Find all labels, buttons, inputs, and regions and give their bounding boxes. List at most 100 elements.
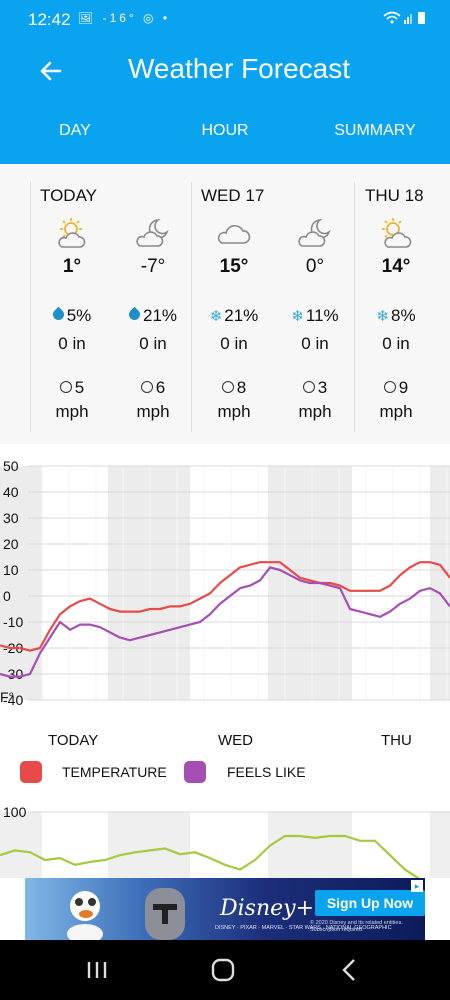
temperature: 1°	[62, 256, 82, 277]
y-tick-label: -30	[3, 666, 23, 682]
cloud-icon	[199, 216, 269, 250]
wind-speed: 5	[37, 378, 107, 398]
y-tick-label: 30	[3, 510, 19, 526]
wind-unit: mph	[55, 402, 89, 421]
wind-direction-icon	[59, 381, 72, 393]
recent-apps-icon	[87, 962, 107, 978]
wind-unit: mph	[136, 402, 170, 421]
sign-up-button[interactable]: Sign Up Now	[315, 890, 425, 916]
notification-icons: 🖼 -16° ◎ •	[78, 11, 171, 25]
legend-swatch-temperature	[20, 761, 42, 783]
home-button[interactable]	[203, 956, 243, 984]
system-nav-bar	[0, 940, 450, 1000]
y-tick-label: 40	[3, 484, 19, 500]
wind-unit: mph	[379, 402, 413, 421]
back-nav-button[interactable]	[330, 956, 370, 984]
recent-apps-button[interactable]	[77, 956, 117, 984]
y-tick-label: -10	[3, 614, 23, 630]
back-button[interactable]	[34, 54, 68, 88]
home-icon	[211, 958, 235, 982]
y-tick-label: 10	[3, 562, 19, 578]
wind-speed: 6	[118, 378, 188, 398]
wind-unit: mph	[217, 402, 251, 421]
ad-brand-logo: Disney+	[220, 896, 315, 921]
x-day-label: TODAY	[48, 732, 99, 749]
temperature: 0°	[305, 256, 325, 277]
tab-day[interactable]: DAY	[59, 122, 91, 139]
wifi-signal-battery-icon	[383, 11, 425, 24]
precip-amount: 0 in	[301, 334, 329, 353]
day-label: THU 18	[365, 186, 424, 205]
sun-cloud-icon	[37, 216, 107, 250]
chart-legend: TEMPERATURE FEELS LIKE	[0, 756, 450, 786]
forecast-slot: 0° ❄ 11% 0 in 3 mph	[280, 216, 350, 422]
column-divider	[30, 182, 31, 432]
column-divider	[191, 182, 192, 432]
precip-chance: ❄ 8%	[376, 306, 416, 325]
ad-legal-text: © 2020 Disney and its related entities. …	[310, 920, 403, 933]
drop-icon	[50, 306, 66, 323]
precip-chance: ❄ 11%	[291, 306, 339, 325]
system-icons	[382, 10, 428, 29]
y-tick-label: 0	[3, 588, 11, 604]
precip-chance: 5%	[37, 306, 107, 326]
precip-amount: 0 in	[220, 334, 248, 353]
ad-characters-image	[67, 888, 185, 940]
wind-speed: 9	[361, 378, 431, 398]
x-day-label: WED	[218, 732, 253, 749]
series-line-temperature	[0, 561, 450, 652]
y-tick-label: 50	[3, 458, 19, 474]
precip-amount: 0 in	[382, 334, 410, 353]
day-label: WED 17	[201, 186, 265, 205]
temperature: 15°	[219, 256, 249, 277]
snowflake-icon: ❄	[291, 308, 304, 325]
wind-unit: mph	[298, 402, 332, 421]
arrow-left-icon	[40, 61, 62, 81]
legend-label: FEELS LIKE	[227, 764, 306, 780]
night-band	[430, 812, 450, 878]
tab-summary[interactable]: SUMMARY	[334, 122, 416, 139]
day-label: TODAY	[40, 186, 97, 205]
legend-swatch-feels-like	[184, 761, 206, 783]
status-bar: 12:42 🖼 -16° ◎ •	[0, 0, 450, 34]
snowflake-icon: ❄	[209, 308, 223, 325]
legend-label: TEMPERATURE	[62, 764, 167, 780]
night-band	[108, 812, 190, 878]
forecast-panel[interactable]: TODAY WED 17 THU 18 1° 5% 0 in 5 mph	[0, 164, 450, 444]
drop-icon	[126, 306, 143, 323]
ad-banner[interactable]: Disney+ DISNEY · PIXAR · MARVEL · STAR W…	[25, 878, 425, 940]
temperature-chart[interactable]: 50 40 30 20 10 0 -10 -20 -30 -40 F°	[0, 458, 450, 708]
wind-direction-icon	[140, 381, 153, 393]
temperature: -7°	[140, 256, 166, 277]
forecast-slot: 1° 5% 0 in 5 mph	[37, 216, 107, 422]
x-day-label: THU	[381, 732, 412, 749]
night-band	[0, 466, 42, 700]
secondary-chart[interactable]: 100	[0, 800, 450, 891]
status-time: 12:42	[28, 10, 71, 29]
precip-amount: 0 in	[58, 334, 86, 353]
chevron-left-icon	[342, 959, 355, 981]
temperature: 14°	[381, 256, 411, 277]
tab-hour[interactable]: HOUR	[201, 122, 249, 139]
night-band	[0, 812, 42, 878]
secondary-chart-svg: 100	[0, 804, 450, 891]
y-tick-label: -40	[3, 692, 23, 708]
snowflake-icon: ❄	[376, 308, 389, 325]
ad-choices-icon[interactable]: ▸	[411, 880, 423, 892]
wind-direction-icon	[302, 381, 315, 393]
wind-direction-icon	[221, 381, 234, 393]
night-band	[268, 812, 352, 878]
y-axis-label: F°	[0, 689, 14, 705]
series-line-feels-like	[0, 566, 450, 678]
forecast-slot: 15° ❄ 21% 0 in 8 mph	[199, 216, 269, 422]
app-bar: Weather Forecast DAY HOUR SUMMARY	[0, 34, 450, 164]
forecast-slot: 14° ❄ 8% 0 in 9 mph	[361, 216, 431, 422]
chart-day-labels: TODAY WED THU	[0, 726, 450, 756]
y-tick-label: 100	[3, 804, 27, 820]
column-divider	[354, 182, 355, 432]
precip-chance: ❄ 21%	[209, 306, 259, 325]
series-line	[0, 834, 450, 891]
precip-chance: 21%	[118, 306, 188, 326]
wind-speed: 8	[199, 378, 269, 398]
